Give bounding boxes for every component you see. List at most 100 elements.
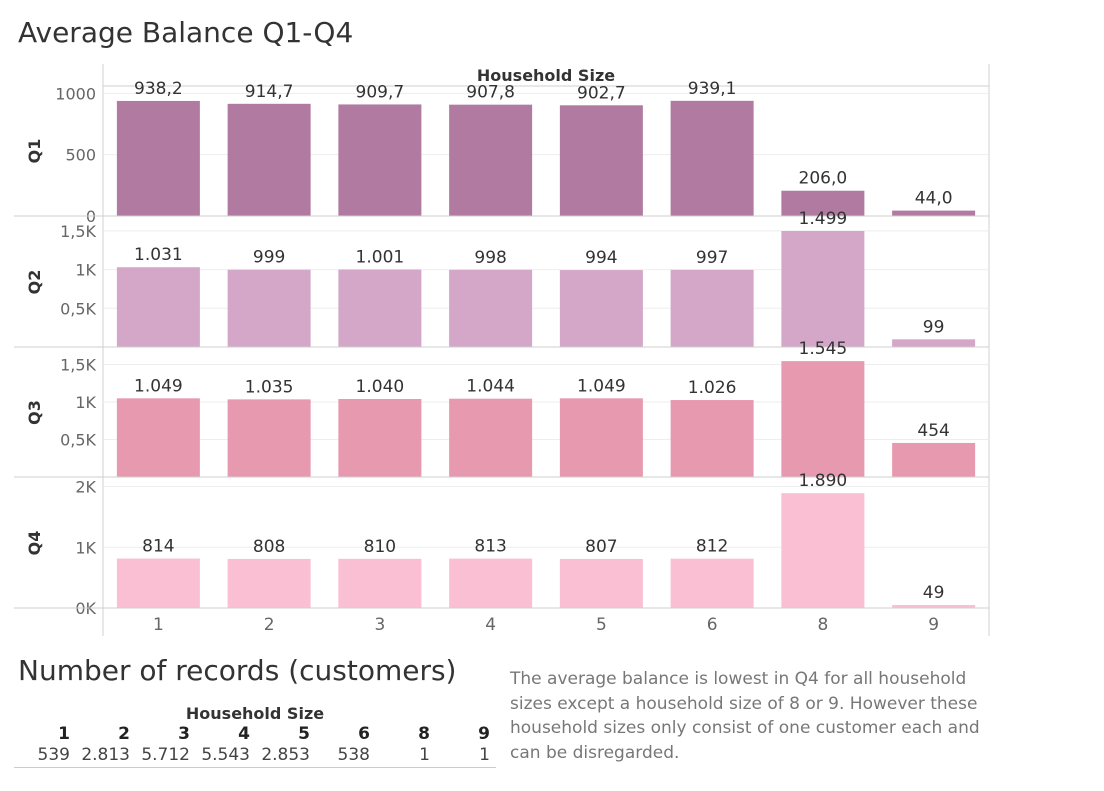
- data-label: 1.031: [134, 245, 183, 265]
- data-label: 994: [585, 248, 617, 268]
- data-label: 1.044: [466, 377, 515, 397]
- y-tick-label: 1000: [55, 84, 96, 103]
- records-count-cell: 2.813: [81, 745, 130, 765]
- data-label: 938,2: [134, 79, 183, 99]
- panel-label-Q4: Q4: [25, 531, 44, 556]
- records-header-cell: 6: [358, 724, 370, 744]
- bar-Q1-5: [559, 105, 643, 216]
- bar-Q1-8: [781, 190, 865, 216]
- bar-Q4-5: [559, 558, 643, 608]
- bar-Q4-6: [670, 558, 754, 608]
- data-label: 814: [142, 537, 174, 557]
- data-label: 813: [474, 537, 506, 557]
- annotation-note: The average balance is lowest in Q4 for …: [510, 669, 980, 763]
- data-label: 902,7: [577, 83, 626, 103]
- data-label: 1.040: [356, 377, 405, 397]
- chart-title: Average Balance Q1-Q4: [18, 16, 354, 49]
- data-label: 1.049: [134, 376, 183, 396]
- data-label: 807: [585, 537, 617, 557]
- bar-Q1-9: [892, 210, 976, 216]
- x-tick-label: 6: [707, 615, 718, 635]
- records-count-cell: 5.543: [201, 745, 250, 765]
- data-label: 49: [923, 583, 945, 603]
- bar-Q3-3: [338, 399, 422, 477]
- column-header-label: Household Size: [477, 66, 615, 85]
- bar-Q4-1: [116, 558, 200, 608]
- panel-label-Q3: Q3: [25, 400, 44, 425]
- x-tick-label: 4: [485, 615, 496, 635]
- x-tick-label: 8: [817, 615, 828, 635]
- data-label: 1.499: [799, 209, 848, 229]
- records-header-cell: 9: [478, 724, 490, 744]
- records-value-row: 539 2.813 5.712 5.543 2.853 538 1 1: [14, 744, 496, 765]
- bar-Q2-4: [449, 269, 533, 347]
- records-header-cell: 8: [418, 724, 430, 744]
- records-header-row: 1 2 3 4 5 6 8 9: [14, 724, 496, 744]
- bar-Q1-4: [449, 104, 533, 216]
- bar-Q1-2: [227, 103, 311, 216]
- y-tick-label: 2K: [75, 478, 96, 497]
- bar-Q4-8: [781, 493, 865, 608]
- bar-Q3-8: [781, 361, 865, 477]
- y-tick-label: 0,5K: [60, 431, 96, 450]
- y-tick-label: 0,5K: [60, 299, 96, 318]
- bar-Q3-9: [892, 442, 976, 477]
- x-tick-label: 2: [264, 615, 275, 635]
- records-title: Number of records (customers): [18, 654, 457, 687]
- data-label: 914,7: [245, 82, 294, 102]
- bar-Q4-2: [227, 558, 311, 608]
- data-label: 454: [917, 421, 949, 441]
- x-tick-label: 5: [596, 615, 607, 635]
- data-label: 909,7: [356, 82, 405, 102]
- records-count-cell: 539: [37, 745, 70, 765]
- y-tick-label: 500: [65, 146, 96, 165]
- data-label: 1.026: [688, 378, 737, 398]
- panel-label-Q2: Q2: [25, 270, 44, 295]
- y-tick-label: 1K: [75, 393, 96, 412]
- data-label: 99: [923, 317, 945, 337]
- data-label: 812: [696, 537, 728, 557]
- records-count-cell: 538: [337, 745, 370, 765]
- data-label: 998: [474, 248, 506, 268]
- bar-Q4-3: [338, 558, 422, 608]
- data-label: 1.890: [799, 471, 848, 491]
- bar-Q2-1: [116, 267, 200, 347]
- bar-Q1-6: [670, 100, 754, 216]
- x-tick-label: 9: [928, 615, 939, 635]
- records-count-cell: 2.853: [261, 745, 310, 765]
- records-header-cell: 1: [58, 724, 70, 744]
- data-label: 999: [253, 248, 285, 268]
- data-label: 1.545: [799, 339, 848, 359]
- bar-Q2-9: [892, 339, 976, 347]
- data-label: 808: [253, 537, 285, 557]
- bar-Q1-1: [116, 100, 200, 216]
- y-tick-label: 1,5K: [60, 222, 96, 241]
- records-header-cell: 5: [298, 724, 310, 744]
- bar-Q2-5: [559, 270, 643, 347]
- bar-Q2-2: [227, 269, 311, 347]
- bar-Q2-3: [338, 269, 422, 347]
- records-header-cell: 4: [238, 724, 250, 744]
- table-divider: [14, 767, 496, 768]
- y-tick-label: 1K: [75, 538, 96, 557]
- y-tick-label: 1,5K: [60, 356, 96, 375]
- bar-Q2-8: [781, 231, 865, 347]
- bar-Q3-6: [670, 400, 754, 477]
- x-tick-label: 1: [153, 615, 164, 635]
- data-label: 1.001: [356, 248, 405, 268]
- bar-Q4-4: [449, 558, 533, 608]
- data-label: 810: [364, 537, 396, 557]
- bar-Q3-2: [227, 399, 311, 477]
- panel-label-Q1: Q1: [25, 139, 44, 164]
- records-count-cell: 5.712: [141, 745, 190, 765]
- bar-Q3-1: [116, 398, 200, 477]
- records-header-cell: 3: [178, 724, 190, 744]
- x-tick-label: 3: [374, 615, 385, 635]
- records-count-cell: 1: [479, 745, 490, 765]
- bar-Q2-6: [670, 269, 754, 347]
- records-count-cell: 1: [419, 745, 430, 765]
- data-label: 1.035: [245, 377, 294, 397]
- records-column-header: Household Size: [185, 704, 325, 723]
- data-label: 939,1: [688, 79, 737, 99]
